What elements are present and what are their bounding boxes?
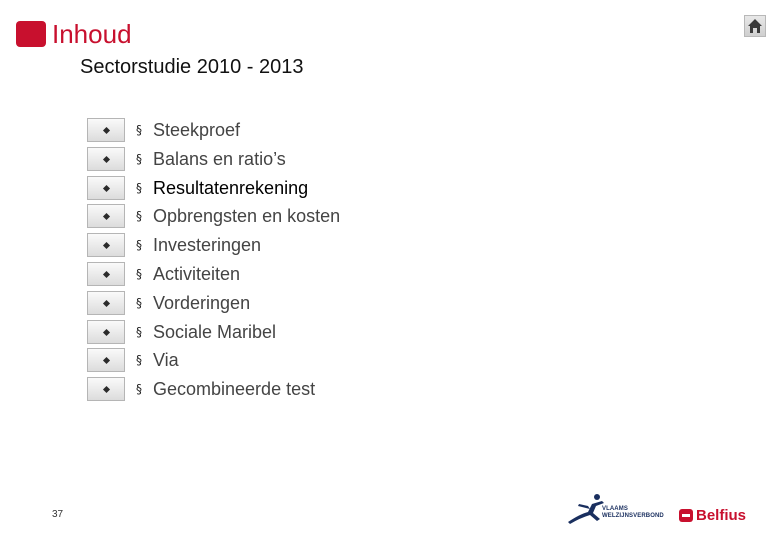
belfius-mark-icon bbox=[679, 508, 693, 522]
table-of-contents: § Steekproef § Balans en ratio’s § Resultat… bbox=[136, 116, 340, 404]
toc-bullet: § bbox=[136, 209, 142, 224]
diamond-icon bbox=[102, 155, 111, 163]
diamond-icon bbox=[102, 270, 111, 279]
toc-item-sociale-maribel[interactable]: § Sociale Maribel bbox=[136, 318, 340, 347]
toc-item-label: Balans en ratio’s bbox=[153, 148, 286, 169]
vlaams-welzijnsverbond-logo: VLAAMS WELZIJNSVERBOND bbox=[566, 492, 666, 526]
toc-bullet: § bbox=[136, 151, 142, 166]
nav-button-sociale-maribel[interactable] bbox=[87, 319, 125, 344]
toc-item-label: Investeringen bbox=[153, 235, 262, 256]
toc-item-gecombineerde-test[interactable]: § Gecombineerde test bbox=[136, 375, 340, 404]
diamond-icon bbox=[102, 213, 111, 221]
nav-button-resultatenrekening[interactable] bbox=[87, 175, 125, 200]
toc-bullet: § bbox=[136, 123, 142, 137]
nav-button-opbrengsten[interactable] bbox=[87, 204, 125, 229]
toc-item-via[interactable]: § Via bbox=[136, 346, 340, 375]
toc-item-label: Vorderingen bbox=[153, 292, 251, 313]
toc-item-label: Activiteiten bbox=[153, 263, 241, 284]
nav-button-column bbox=[87, 118, 127, 406]
page-subtitle: Sectorstudie 2010 - 2013 bbox=[80, 56, 304, 78]
page-title: Inhoud bbox=[52, 19, 132, 49]
toc-item-label: Gecombineerde test bbox=[153, 379, 316, 400]
diamond-icon bbox=[102, 328, 111, 336]
toc-item-label: Sociale Maribel bbox=[153, 321, 277, 342]
diamond-icon bbox=[102, 386, 111, 394]
nav-button-investeringen[interactable] bbox=[87, 233, 125, 258]
toc-bullet: § bbox=[136, 180, 142, 195]
diamond-icon bbox=[102, 126, 111, 135]
toc-bullet: § bbox=[136, 353, 142, 368]
figure-logo-icon bbox=[568, 494, 604, 524]
diamond-icon bbox=[102, 242, 111, 250]
toc-item-opbrengsten[interactable]: § Opbrengsten en kosten bbox=[136, 202, 340, 231]
diamond-icon bbox=[102, 299, 111, 307]
logo-vwv-line1: VLAAMS bbox=[602, 506, 628, 512]
toc-bullet: § bbox=[136, 238, 142, 253]
home-icon bbox=[748, 19, 762, 33]
title-accent-block bbox=[16, 21, 46, 47]
toc-item-investeringen[interactable]: § Investeringen bbox=[136, 231, 340, 260]
nav-button-gecombineerde-test[interactable] bbox=[87, 377, 125, 402]
toc-item-label: Opbrengsten en kosten bbox=[153, 206, 341, 227]
toc-item-label: Steekproef bbox=[153, 120, 241, 140]
nav-button-vorderingen[interactable] bbox=[87, 290, 125, 315]
toc-bullet: § bbox=[136, 324, 142, 339]
page-number: 37 bbox=[52, 509, 64, 520]
home-button[interactable] bbox=[744, 15, 766, 37]
toc-bullet: § bbox=[136, 266, 142, 281]
belfius-logo-text: Belfius bbox=[696, 506, 747, 524]
nav-button-activiteiten[interactable] bbox=[87, 261, 125, 286]
toc-item-resultatenrekening[interactable]: § Resultatenrekening bbox=[136, 174, 340, 203]
logo-vwv-line2: WELZIJNSVERBOND bbox=[602, 513, 664, 519]
belfius-logo: Belfius bbox=[679, 504, 746, 526]
toc-bullet: § bbox=[136, 382, 142, 397]
toc-item-activiteiten[interactable]: § Activiteiten bbox=[136, 260, 340, 289]
diamond-icon bbox=[102, 357, 111, 365]
nav-button-steekproef[interactable] bbox=[87, 118, 125, 142]
nav-button-balans[interactable] bbox=[87, 146, 125, 171]
diamond-icon bbox=[102, 184, 111, 192]
toc-item-label: Via bbox=[153, 350, 179, 371]
toc-item-vorderingen[interactable]: § Vorderingen bbox=[136, 289, 340, 318]
toc-item-steekproef[interactable]: § Steekproef bbox=[136, 116, 340, 145]
toc-bullet: § bbox=[136, 295, 142, 310]
nav-button-via[interactable] bbox=[87, 348, 125, 373]
toc-item-label: Resultatenrekening bbox=[153, 177, 309, 198]
toc-item-balans[interactable]: § Balans en ratio’s bbox=[136, 145, 340, 174]
